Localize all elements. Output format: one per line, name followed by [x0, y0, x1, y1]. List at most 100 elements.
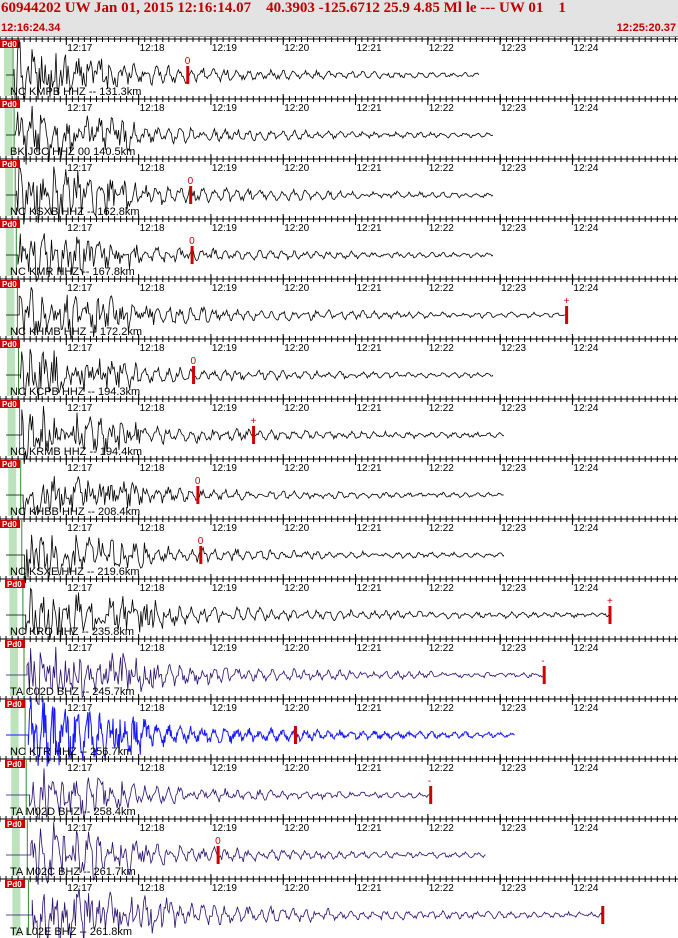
trace-tag[interactable]	[0, 220, 20, 228]
waveform[interactable]	[6, 476, 504, 518]
phase-pick[interactable]	[189, 186, 193, 204]
arrival-window	[12, 880, 21, 936]
trace-tag[interactable]	[0, 340, 20, 348]
seismogram-svg[interactable]: 12:17 12:18 12:19 12:20 12:21 12:22 12:23 12:24…	[0, 37, 678, 938]
time-tick-label: 12:17	[67, 883, 92, 894]
trace-tag[interactable]	[5, 580, 25, 588]
time-tick-label: 12:23	[501, 403, 526, 414]
seismogram-panel[interactable]: 12:17 12:18 12:19 12:20 12:21 12:22 12:23 12:24…	[0, 37, 678, 938]
trace-tag[interactable]	[5, 760, 25, 768]
phase-pick[interactable]	[252, 426, 256, 444]
time-tick-label: 12:21	[357, 583, 382, 594]
phase-pick[interactable]	[216, 846, 220, 864]
time-tick-label: 12:24	[573, 523, 598, 534]
pick-quality-label: -	[541, 656, 544, 667]
time-tick-label: 12:23	[501, 163, 526, 174]
waveform[interactable]	[6, 166, 494, 225]
waveform[interactable]	[6, 646, 544, 706]
waveform[interactable]	[6, 349, 494, 400]
phase-pick[interactable]	[608, 606, 612, 624]
time-tick-label: 12:21	[357, 283, 382, 294]
trace-tag[interactable]	[0, 400, 20, 408]
time-tick-label: 12:22	[429, 43, 454, 54]
time-tick-label: 12:21	[357, 403, 382, 414]
phase-pick[interactable]	[190, 246, 194, 264]
time-tick-label: 12:23	[501, 103, 526, 114]
waveform[interactable]	[6, 768, 429, 820]
station-label: BK JCC HHZ 00 140.5km	[10, 146, 135, 158]
station-label: NC KMPB HHZ -- 131.3km	[10, 86, 141, 98]
waveform[interactable]	[6, 587, 609, 642]
station-label: NC KRMB HHZ -- 194.4km	[10, 446, 142, 458]
time-tick-label: 12:17	[67, 583, 92, 594]
phase-pick[interactable]	[192, 366, 196, 384]
time-tick-label: 12:23	[501, 643, 526, 654]
trace-tag[interactable]	[0, 40, 20, 48]
trace-row[interactable]: 12:17 12:18 12:19 12:20 12:21 12:22 12:23 12:24…	[0, 814, 678, 885]
waveform[interactable]	[6, 41, 479, 103]
time-tick-label: 12:22	[429, 583, 454, 594]
waveform[interactable]	[6, 888, 602, 938]
arrival-window	[5, 220, 14, 276]
time-tick-label: 12:19	[212, 463, 237, 474]
phase-pick[interactable]	[429, 786, 433, 804]
trace-row[interactable]: 12:17 12:18 12:19 12:20 12:21 12:22 12:23 12:24…	[0, 334, 678, 400]
axis-minor-ticks	[0, 276, 676, 282]
time-tick-label: 12:18	[140, 523, 165, 534]
time-tick-label: 12:19	[212, 583, 237, 594]
trace-tag[interactable]	[0, 520, 20, 528]
trace-tag-label: Pd0	[2, 280, 17, 289]
trace-tag[interactable]	[0, 160, 20, 168]
trace-row[interactable]: 12:17 12:18 12:19 12:20 12:21 12:22 12:23 12:24…	[0, 37, 678, 103]
arrival-window	[10, 700, 19, 756]
trace-row[interactable]: 12:17 12:18 12:19 12:20 12:21 12:22 12:23 12:24…	[0, 574, 678, 642]
trace-row[interactable]: 12:17 12:18 12:19 12:20 12:21 12:22 12:23 12:24…	[0, 394, 678, 465]
trace-row[interactable]: 12:17 12:18 12:19 12:20 12:21 12:22 12:23 12:24…	[0, 694, 678, 767]
arrival-window	[10, 640, 18, 696]
waveform[interactable]	[6, 233, 494, 282]
waveform[interactable]	[6, 405, 505, 465]
trace-tag[interactable]	[0, 280, 20, 288]
trace-row[interactable]: 12:17 12:18 12:19 12:20 12:21 12:22 12:23 12:24…	[0, 154, 678, 225]
waveform[interactable]	[6, 822, 486, 885]
trace-tag-label: Pd0	[2, 160, 17, 169]
trace-tag[interactable]	[0, 460, 20, 468]
trace-tag[interactable]	[5, 820, 25, 828]
time-tick-label: 12:17	[67, 463, 92, 474]
phase-pick[interactable]	[601, 906, 605, 924]
phase-pick[interactable]	[293, 726, 297, 744]
trace-row[interactable]: 12:17 12:18 12:19 12:20 12:21 12:22 12:23 12:24…	[0, 874, 678, 938]
phase-pick[interactable]	[199, 546, 203, 564]
time-tick-label: 12:20	[284, 703, 309, 714]
waveform[interactable]	[6, 287, 566, 340]
time-tick-label: 12:20	[284, 343, 309, 354]
trace-tag[interactable]	[5, 700, 25, 708]
trace-tag-label: Pd0	[7, 820, 22, 829]
time-tick-label: 12:19	[212, 223, 237, 234]
time-tick-label: 12:23	[501, 223, 526, 234]
waveform[interactable]	[6, 105, 494, 165]
station-label: NC KCPB HHZ -- 194.3km	[10, 386, 140, 398]
phase-pick[interactable]	[196, 486, 200, 504]
trace-row[interactable]: 12:17 12:18 12:19 12:20 12:21 12:22 12:23 12:24…	[0, 214, 678, 282]
waveform[interactable]	[6, 534, 505, 584]
phase-pick[interactable]	[186, 66, 190, 84]
time-tick-label: 12:17	[67, 403, 92, 414]
phase-pick[interactable]	[565, 306, 569, 324]
trace-tag-label: Pd0	[2, 40, 17, 49]
trace-tag[interactable]	[0, 100, 20, 108]
pick-quality-label: 0	[185, 56, 191, 67]
trace-row[interactable]: 12:17 12:18 12:19 12:20 12:21 12:22 12:23 12:24…	[0, 514, 678, 584]
time-tick-label: 12:20	[284, 43, 309, 54]
trace-tag[interactable]	[5, 640, 25, 648]
trace-row[interactable]: 12:17 12:18 12:19 12:20 12:21 12:22 12:23 12:24…	[0, 274, 678, 340]
trace-row[interactable]: 12:17 12:18 12:19 12:20 12:21 12:22 12:23 12:24…	[0, 754, 678, 820]
phase-pick[interactable]	[542, 666, 546, 684]
trace-row[interactable]: 12:17 12:18 12:19 12:20 12:21 12:22 12:23 12:24…	[0, 454, 678, 518]
waveform[interactable]	[6, 697, 515, 767]
trace-row[interactable]: 12:17 12:18 12:19 12:20 12:21 12:22 12:23 12:24…	[0, 94, 678, 165]
arrival-window	[6, 280, 15, 336]
time-tick-label: 12:17	[67, 763, 92, 774]
trace-row[interactable]: 12:17 12:18 12:19 12:20 12:21 12:22 12:23 12:24…	[0, 634, 678, 706]
trace-tag[interactable]	[5, 880, 25, 888]
